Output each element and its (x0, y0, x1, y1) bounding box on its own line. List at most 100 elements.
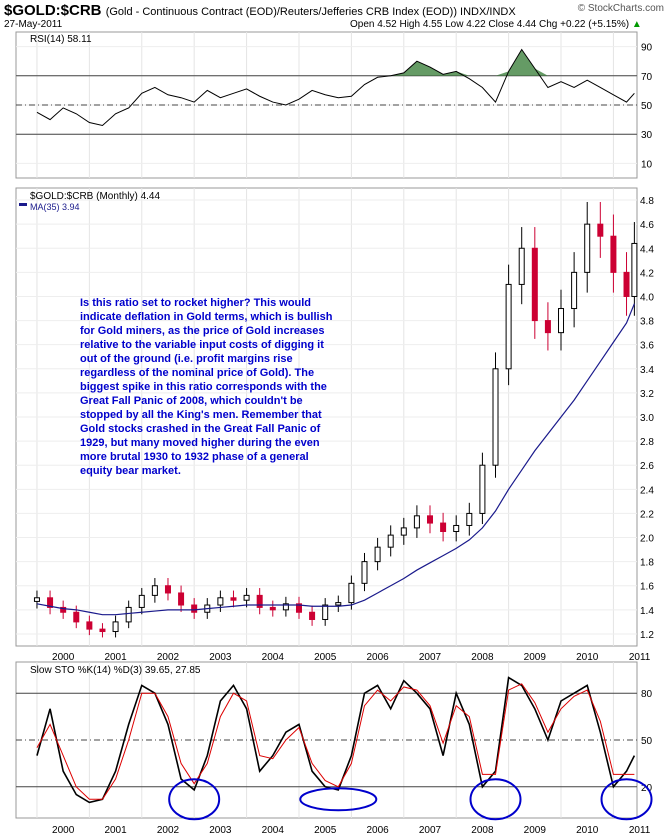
rsi-tick-label: 50 (641, 101, 653, 112)
price-candle-body (282, 603, 289, 611)
price-candle-body (387, 534, 394, 548)
price-candle-body (597, 223, 604, 237)
price-tick-label: 3.8 (640, 317, 654, 328)
sto-series-d-line (36, 683, 635, 800)
chart-date: 27-May-2011 (4, 19, 63, 30)
price-candle-body (518, 247, 525, 285)
price-tick-label: 4.4 (640, 244, 654, 255)
price-candle-body (427, 515, 433, 524)
x-tick-label: 2008 (471, 825, 494, 836)
price-candle-body (531, 247, 538, 322)
ohlc-readout: Open 4.52 High 4.55 Low 4.22 Close 4.44 … (350, 19, 642, 30)
price-candle-body (335, 602, 342, 606)
ohlc-values: Open 4.52 High 4.55 Low 4.22 Close 4.44 … (350, 19, 630, 30)
rsi-tick-label: 90 (641, 43, 653, 54)
price-candle-body (60, 606, 67, 613)
x-tick-label: 2003 (209, 652, 232, 663)
x-tick-label: 2006 (366, 652, 389, 663)
price-tick-label: 2.2 (640, 509, 654, 520)
x-tick-label: 2004 (262, 652, 285, 663)
price-tick-label: 1.4 (640, 606, 654, 617)
price-tick-label: 3.6 (640, 341, 654, 352)
price-candle-body (544, 320, 551, 334)
rsi-tick-label: 70 (641, 72, 653, 83)
x-tick-label: 2002 (157, 652, 180, 663)
x-tick-label: 2007 (419, 825, 442, 836)
price-candle-body (322, 604, 329, 620)
x-tick-label: 2011 (629, 825, 651, 836)
sto-tick-label: 80 (641, 689, 653, 700)
annotation-text: Is this ratio set to rocket higher? This… (80, 297, 333, 477)
chart-title: $GOLD:$CRB (Gold - Continuous Contract (… (4, 2, 516, 19)
price-candle-body (584, 223, 591, 273)
price-tick-label: 4.0 (640, 292, 654, 303)
oversold-highlight-circle (600, 778, 653, 821)
x-tick-label: 2006 (366, 825, 389, 836)
ma-legend-swatch (19, 203, 27, 206)
rsi-line (36, 48, 635, 126)
price-tick-label: 3.0 (640, 413, 654, 424)
price-candle-body (623, 271, 630, 297)
x-tick-label: 2003 (209, 825, 232, 836)
price-tick-label: 1.8 (640, 558, 654, 569)
x-tick-label: 2005 (314, 652, 337, 663)
price-tick-label: 3.4 (640, 365, 654, 376)
x-tick-label: 2010 (576, 652, 599, 663)
price-candle-body (47, 597, 54, 608)
price-candle-body (610, 235, 617, 273)
x-tick-label: 2010 (576, 825, 599, 836)
price-candle-body (33, 597, 40, 602)
x-tick-label: 2000 (52, 652, 75, 663)
sto-panel-label: Slow STO %K(14) %D(3) 39.65, 27.85 (30, 665, 201, 676)
price-candle-body (374, 546, 381, 563)
price-candle-body (269, 606, 276, 611)
x-tick-label: 2007 (419, 652, 442, 663)
price-candle-body (99, 628, 106, 633)
x-tick-label: 2001 (104, 825, 127, 836)
price-tick-label: 4.6 (640, 220, 654, 231)
price-tick-label: 4.8 (640, 196, 654, 207)
price-candle-body (217, 597, 224, 606)
x-tick-label: 2005 (314, 825, 337, 836)
price-candle-body (191, 604, 198, 613)
price-candle-body (178, 592, 185, 606)
price-candle-body (631, 242, 638, 297)
x-tick-label: 2000 (52, 825, 75, 836)
oversold-highlight-circle (168, 778, 221, 821)
price-candle-body (230, 597, 237, 601)
symbol: $GOLD:$CRB (4, 2, 102, 19)
x-tick-label: 2002 (157, 825, 180, 836)
price-tick-label: 1.6 (640, 582, 654, 593)
change-arrow: ▲ (631, 19, 642, 30)
price-tick-label: 2.0 (640, 534, 654, 545)
price-candle-body (125, 606, 132, 623)
price-panel-label: $GOLD:$CRB (Monthly) 4.44 (30, 191, 160, 202)
sto-series-k-line (36, 676, 636, 804)
price-tick-label: 2.6 (640, 461, 654, 472)
price-candle-body (309, 611, 316, 620)
rsi-panel-label: RSI(14) 58.11 (30, 34, 92, 45)
rsi-overbought-fill (36, 49, 635, 76)
price-candle-body (164, 585, 171, 594)
price-candle-body (453, 524, 460, 533)
price-candle-body (440, 522, 447, 533)
sto-tick-label: 50 (641, 736, 653, 747)
price-candle-body (558, 308, 565, 334)
price-tick-label: 1.2 (640, 630, 654, 641)
price-candle-body (466, 512, 473, 526)
price-candle-body (505, 283, 512, 370)
price-candle-body (138, 594, 145, 608)
x-tick-label: 2009 (524, 825, 547, 836)
price-candle-body (413, 515, 420, 529)
price-tick-label: 2.8 (640, 437, 654, 448)
price-candle-body (348, 582, 355, 604)
price-tick-label: 4.2 (640, 268, 654, 279)
price-candle-body (73, 611, 80, 623)
price-candle-body (112, 621, 119, 633)
rsi-tick-label: 30 (641, 130, 653, 141)
price-candle-body (86, 621, 93, 630)
price-candle-body (479, 464, 486, 514)
brand-watermark: © StockCharts.com (577, 3, 664, 14)
x-tick-label: 2008 (471, 652, 494, 663)
